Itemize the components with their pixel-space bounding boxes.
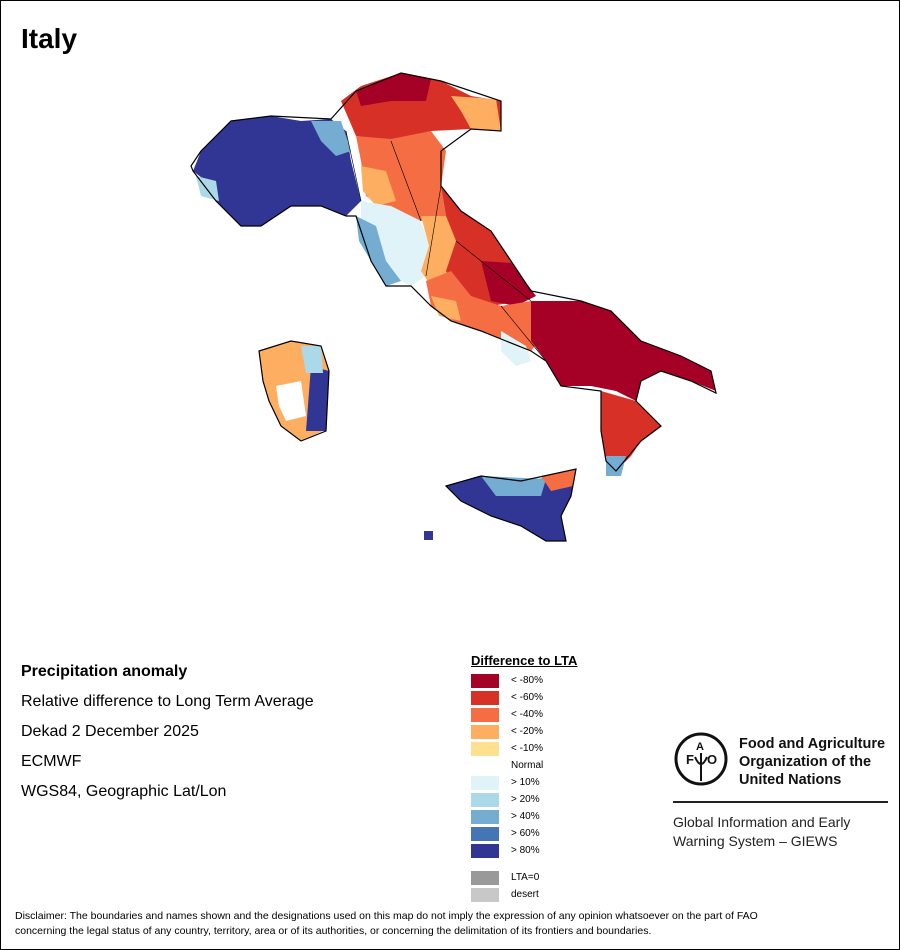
info-line: Relative difference to Long Term Average [21, 693, 314, 710]
legend-swatch [471, 775, 499, 790]
legend-label: < -60% [511, 692, 543, 703]
info-line: Dekad 2 December 2025 [21, 723, 199, 740]
sicily-coastline [444, 468, 577, 542]
italy-coastline [190, 72, 717, 472]
svg-text:F: F [686, 752, 694, 767]
fao-name-line: Organization of the [739, 754, 872, 770]
region-calabria-blue [606, 456, 626, 476]
legend-item: < -20% [471, 723, 577, 740]
legend-item: > 60% [471, 825, 577, 842]
legend-swatch [471, 870, 499, 885]
legend-item: LTA=0 [471, 869, 577, 886]
legend-title: Difference to LTA [471, 653, 578, 668]
legend-swatch [471, 707, 499, 722]
legend-label: > 80% [511, 845, 540, 856]
region-sardinia-white [276, 381, 306, 421]
logo-divider [673, 801, 888, 803]
legend-label: < -20% [511, 726, 543, 737]
legend-swatch [471, 809, 499, 824]
legend-label: < -80% [511, 675, 543, 686]
map-title: Italy [21, 23, 78, 54]
region-sicily-light [481, 476, 546, 496]
giews-label: Global Information and Early Warning Sys… [673, 813, 850, 851]
legend-item: Normal [471, 757, 577, 774]
region-campania [501, 331, 531, 366]
legend-label: < -10% [511, 743, 543, 754]
legend-item: < -10% [471, 740, 577, 757]
region-po-light [361, 166, 396, 206]
giews-line: Global Information and Early [673, 814, 851, 830]
region-northwest [193, 116, 361, 226]
info-heading: Precipitation anomaly [21, 663, 188, 680]
fao-emblem-icon: F A O [674, 732, 728, 786]
legend-label: > 10% [511, 777, 540, 788]
region-lazio [426, 271, 546, 351]
legend-swatch [471, 826, 499, 841]
legend-item: > 40% [471, 808, 577, 825]
disclaimer: Disclaimer: The boundaries and names sho… [15, 909, 885, 939]
fao-name-line: United Nations [739, 772, 842, 788]
region-alps-east [451, 96, 501, 131]
region-tuscany [361, 201, 431, 286]
legend-item: < -80% [471, 672, 577, 689]
legend-label: > 20% [511, 794, 540, 805]
region-nw-light [311, 121, 351, 156]
region-sardinia-blue [306, 366, 329, 431]
fao-name-line: Food and Agriculture [739, 736, 886, 752]
region-sicily [446, 471, 576, 541]
legend-label: LTA=0 [511, 872, 540, 883]
disclaimer-line: Disclaimer: The boundaries and names sho… [15, 910, 758, 922]
region-sardinia-light [301, 346, 323, 373]
info-line: WGS84, Geographic Lat/Lon [21, 783, 227, 800]
region-borders [345, 130, 602, 392]
legend-item: > 80% [471, 842, 577, 859]
sardinia-coastline [258, 340, 330, 442]
legend-item: > 20% [471, 791, 577, 808]
legend-item: < -60% [471, 689, 577, 706]
legend-item: < -40% [471, 706, 577, 723]
legend-swatch [471, 843, 499, 858]
info-line: ECMWF [21, 753, 82, 770]
region-tuscany-blue [356, 216, 401, 286]
legend-swatch [471, 758, 499, 773]
region-lazio-light [431, 296, 461, 321]
legend-swatch [471, 673, 499, 688]
legend-label: desert [511, 889, 539, 900]
legend-item: desert [471, 886, 577, 903]
giews-line: Warning System – GIEWS [673, 833, 838, 849]
svg-text:O: O [707, 752, 717, 767]
legend-label: > 60% [511, 828, 540, 839]
legend-swatch [471, 724, 499, 739]
island-pantelleria [424, 531, 433, 540]
legend: Difference to LTA < -80% < -60% < -40% < -2… [471, 653, 577, 903]
legend-item: > 10% [471, 774, 577, 791]
legend-swatch [471, 792, 499, 807]
legend-label: > 40% [511, 811, 540, 822]
svg-text:A: A [696, 741, 704, 753]
legend-swatch [471, 690, 499, 705]
region-alps-dark [356, 73, 431, 106]
region-apulia [531, 301, 716, 401]
legend-swatch [471, 887, 499, 902]
legend-label: Normal [511, 760, 544, 771]
disclaimer-line: concerning the legal status of any count… [15, 925, 652, 937]
fao-name: Food and Agriculture Organization of the… [739, 735, 885, 789]
legend-label: < -40% [511, 709, 543, 720]
legend-swatch [471, 741, 499, 756]
map-info: Precipitation anomaly Relative differenc… [21, 657, 314, 807]
